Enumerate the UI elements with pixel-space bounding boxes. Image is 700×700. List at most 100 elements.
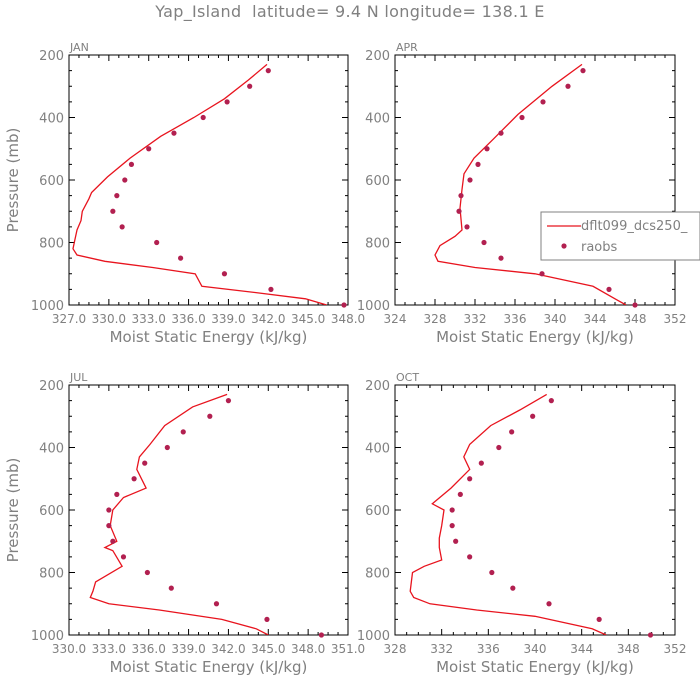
page-title: Yap_Island latitude= 9.4 N longitude= 13… bbox=[155, 2, 545, 21]
legend-point-swatch bbox=[561, 243, 567, 249]
y-tick-label: 200 bbox=[365, 49, 390, 64]
legend-model-label: dflt099_dcs250_ bbox=[581, 219, 688, 234]
obs-point bbox=[224, 99, 230, 105]
obs-point bbox=[318, 632, 325, 638]
y-tick-label: 400 bbox=[39, 112, 64, 127]
y-axis-label: Pressure (mb) bbox=[4, 458, 22, 563]
panel-label: APR bbox=[396, 41, 418, 54]
plot-frame bbox=[68, 54, 349, 306]
obs-point bbox=[540, 99, 546, 105]
x-tick-label: 328 bbox=[424, 312, 447, 326]
obs-point bbox=[464, 224, 470, 230]
obs-point bbox=[221, 271, 228, 277]
y-tick-label: 600 bbox=[39, 504, 64, 519]
y-tick-label: 1000 bbox=[31, 299, 64, 314]
x-tick-label: 330.0 bbox=[92, 312, 126, 326]
obs-point bbox=[114, 193, 120, 199]
x-tick-label: 344 bbox=[570, 642, 593, 656]
obs-point bbox=[539, 271, 545, 277]
x-tick-label: 339.0 bbox=[211, 312, 245, 326]
x-tick-label: 332 bbox=[430, 642, 453, 656]
x-tick-label: 345.0 bbox=[251, 642, 285, 656]
obs-point bbox=[496, 444, 502, 451]
y-tick-label: 800 bbox=[39, 567, 64, 582]
obs-point bbox=[225, 398, 232, 404]
y-axis-label: Pressure (mb) bbox=[4, 128, 22, 233]
obs-point bbox=[200, 114, 206, 121]
obs-point bbox=[168, 585, 174, 591]
obs-point bbox=[498, 130, 504, 136]
plot-frame bbox=[394, 384, 676, 636]
obs-point bbox=[467, 476, 473, 482]
x-tick-label: 342.0 bbox=[251, 312, 285, 326]
y-tick-label: 400 bbox=[365, 112, 390, 127]
x-tick-label: 342.0 bbox=[211, 642, 245, 656]
obs-point bbox=[484, 146, 490, 152]
obs-point bbox=[106, 507, 112, 513]
obs-point bbox=[467, 177, 473, 183]
obs-point bbox=[548, 398, 554, 404]
obs-point bbox=[106, 523, 112, 529]
obs-point bbox=[498, 255, 504, 261]
x-tick-label: 336.0 bbox=[132, 642, 166, 656]
x-tick-label: 333.0 bbox=[92, 642, 126, 656]
model-line bbox=[72, 63, 327, 305]
y-tick-label: 400 bbox=[365, 442, 390, 457]
obs-point bbox=[606, 286, 612, 292]
x-tick-label: 336.0 bbox=[171, 312, 205, 326]
obs-point bbox=[268, 286, 274, 292]
x-axis-label: Moist Static Energy (kJ/kg) bbox=[436, 328, 634, 346]
obs-point bbox=[171, 130, 177, 136]
y-tick-label: 1000 bbox=[357, 299, 390, 314]
x-tick-label: 327.0 bbox=[52, 312, 86, 326]
obs-point bbox=[110, 538, 116, 544]
obs-point bbox=[213, 601, 220, 607]
legend: dflt099_dcs250_raobs bbox=[540, 211, 700, 261]
obs-point bbox=[565, 83, 571, 89]
obs-point bbox=[144, 569, 150, 576]
x-tick-label: 336 bbox=[477, 642, 500, 656]
y-tick-label: 800 bbox=[365, 237, 390, 252]
x-tick-label: 352 bbox=[664, 312, 687, 326]
obs-point bbox=[580, 68, 586, 74]
obs-point bbox=[247, 83, 253, 89]
x-axis-label: Moist Static Energy (kJ/kg) bbox=[110, 328, 308, 346]
plot-frame bbox=[394, 54, 676, 306]
x-tick-label: 348 bbox=[624, 312, 647, 326]
x-tick-label: 351.0 bbox=[331, 642, 365, 656]
x-tick-label: 348 bbox=[617, 642, 640, 656]
obs-point bbox=[457, 491, 463, 497]
obs-point bbox=[632, 302, 638, 308]
obs-point bbox=[180, 429, 186, 435]
obs-point bbox=[178, 255, 184, 261]
y-tick-label: 400 bbox=[39, 442, 64, 457]
obs-point bbox=[596, 616, 602, 622]
obs-point bbox=[142, 460, 148, 466]
panel-label: OCT bbox=[396, 371, 419, 384]
y-tick-label: 1000 bbox=[31, 629, 64, 644]
y-tick-label: 1000 bbox=[357, 629, 390, 644]
model-line bbox=[89, 393, 269, 635]
x-tick-label: 348.0 bbox=[291, 642, 325, 656]
panel-label: JUL bbox=[69, 371, 88, 384]
obs-point bbox=[131, 476, 137, 482]
obs-point bbox=[114, 491, 120, 497]
obs-point bbox=[120, 554, 127, 560]
obs-point bbox=[341, 302, 347, 308]
obs-point bbox=[467, 554, 473, 560]
obs-point bbox=[449, 523, 455, 529]
y-tick-label: 600 bbox=[365, 504, 390, 519]
y-tick-label: 800 bbox=[39, 237, 64, 252]
y-tick-label: 600 bbox=[365, 174, 390, 189]
x-tick-label: 336 bbox=[504, 312, 527, 326]
obs-point bbox=[119, 224, 125, 230]
y-tick-label: 200 bbox=[365, 379, 390, 394]
obs-point bbox=[128, 161, 135, 167]
obs-point bbox=[207, 413, 213, 419]
x-tick-label: 340 bbox=[524, 642, 547, 656]
obs-point bbox=[478, 460, 484, 466]
y-tick-label: 600 bbox=[39, 174, 64, 189]
